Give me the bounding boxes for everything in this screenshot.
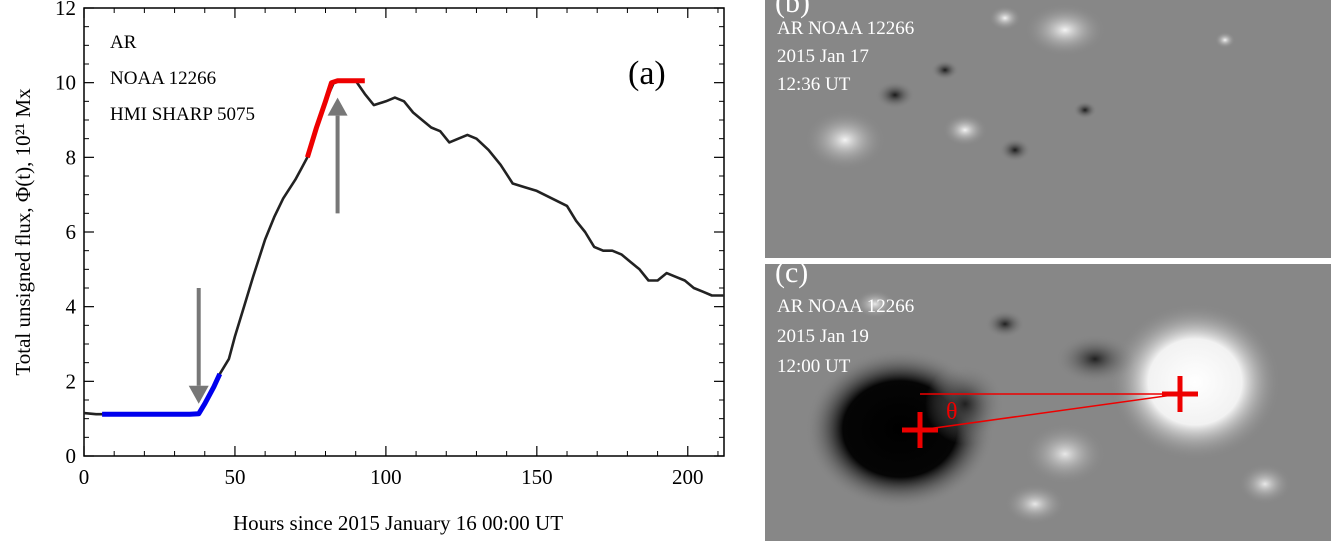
annotation-noaa: NOAA 12266 xyxy=(110,68,216,89)
series-line-1 xyxy=(102,372,223,417)
arrow-1 xyxy=(327,97,348,214)
y-tick-label: 2 xyxy=(66,369,77,393)
panel-label-c: (c) xyxy=(775,264,809,289)
series-line-0 xyxy=(83,79,724,416)
panel-c-title: AR NOAA 12266 xyxy=(777,296,915,317)
y-tick-label: 8 xyxy=(66,145,77,169)
x-axis-label: Hours since 2015 January 16 00:00 UT xyxy=(233,511,563,535)
tilt-angle-label: θ xyxy=(946,399,958,425)
series-line-2 xyxy=(305,78,365,159)
annotation-ar: AR xyxy=(110,32,137,53)
panel-c-date: 2015 Jan 19 xyxy=(777,326,869,347)
chart-text: Hours since 2015 January 16 00:00 UT Tot… xyxy=(11,32,666,535)
panel-c-time: 12:00 UT xyxy=(777,356,851,377)
chart-axes: 0 50 100 150 200 0 2 4 6 8 10 12 xyxy=(55,0,725,489)
panel-b-time: 12:36 UT xyxy=(777,74,851,95)
x-tick-label: 200 xyxy=(672,465,704,489)
chart-arrows xyxy=(188,97,348,404)
panel-b-title: AR NOAA 12266 xyxy=(777,18,915,39)
x-tick-label: 100 xyxy=(370,465,402,489)
arrow-head xyxy=(188,385,209,404)
magnetogram-panel-c: θ (c) AR NOAA 12266 2015 Jan 19 12:00 UT xyxy=(765,264,1331,541)
x-tick-label: 150 xyxy=(521,465,553,489)
arrow-0 xyxy=(188,288,209,404)
y-axis-label: Total unsigned flux, Φ(t), 10²¹ Mx xyxy=(11,88,35,376)
magnetogram-panel-b: (b) AR NOAA 12266 2015 Jan 17 12:36 UT xyxy=(765,0,1331,258)
panel-label-b: (b) xyxy=(775,0,810,19)
positive-centroid-marker xyxy=(1162,376,1198,412)
magnetogram-image-b xyxy=(765,0,1331,258)
arrow-head xyxy=(327,97,348,116)
y-tick-label: 10 xyxy=(55,71,76,95)
flux-chart: 0 50 100 150 200 0 2 4 6 8 10 12 Hours since 2015 J… xyxy=(11,0,725,535)
x-tick-label: 50 xyxy=(224,465,245,489)
negative-centroid-marker xyxy=(902,412,938,448)
panel-label-a: (a) xyxy=(628,55,666,92)
y-tick-label: 12 xyxy=(55,0,76,20)
annotation-sharp: HMI SHARP 5075 xyxy=(110,104,255,125)
x-tick-label: 0 xyxy=(79,465,90,489)
panel-b-date: 2015 Jan 17 xyxy=(777,46,869,67)
y-tick-label: 0 xyxy=(66,444,77,468)
magnetogram-image-c: θ xyxy=(765,264,1331,541)
y-tick-label: 4 xyxy=(66,295,77,319)
polarity-connector xyxy=(919,393,1181,431)
chart-series xyxy=(83,78,725,417)
y-tick-label: 6 xyxy=(66,220,77,244)
